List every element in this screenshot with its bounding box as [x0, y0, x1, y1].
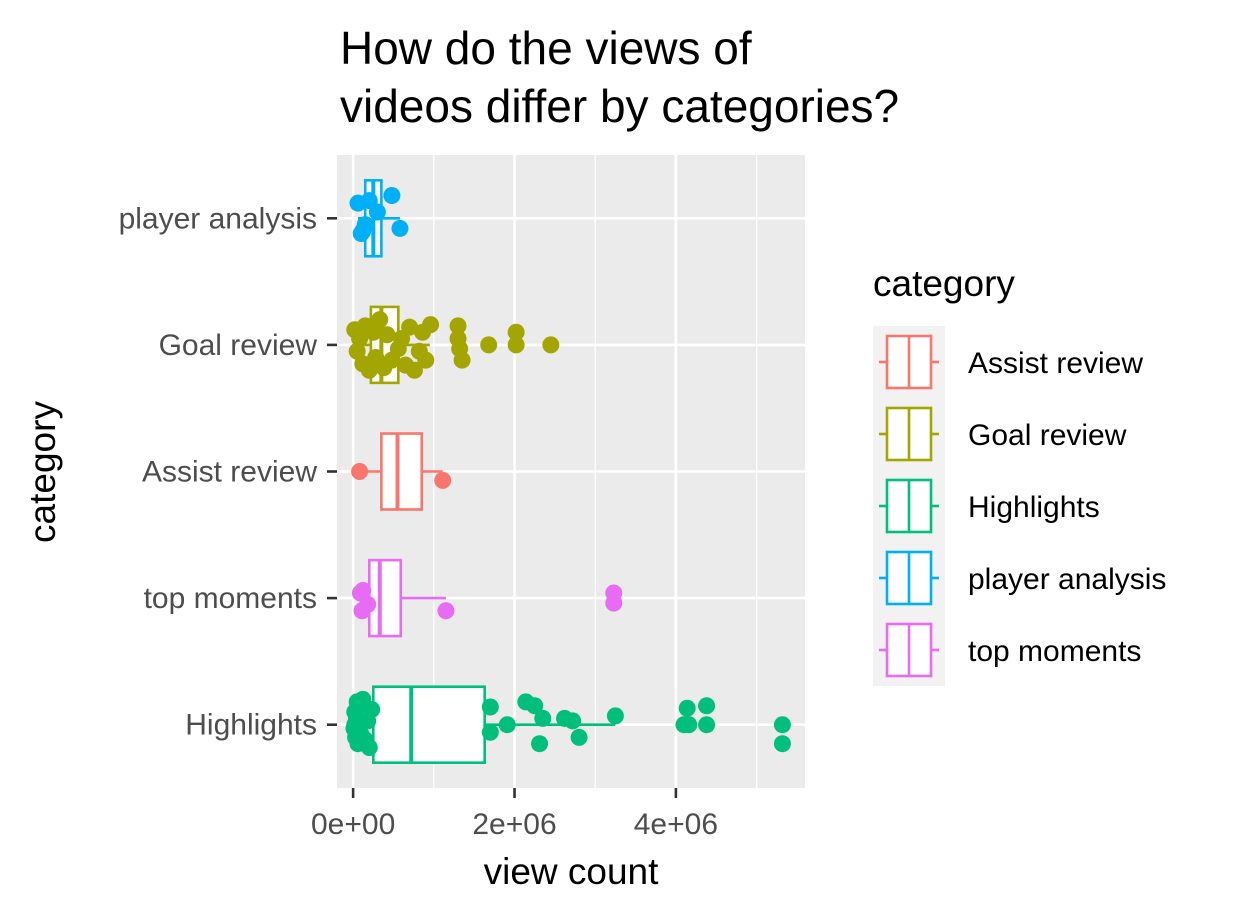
point-goal-review-23 [453, 351, 471, 369]
x-axis-title: view count [484, 851, 660, 892]
legend-key-top-moments [873, 614, 945, 686]
legend-label-goal-review: Goal review [968, 419, 1127, 452]
point-highlights-16 [498, 716, 516, 734]
point-top-moments-6 [605, 584, 623, 602]
box-rect-assist-review [380, 432, 424, 511]
point-highlights-12 [346, 716, 364, 734]
point-highlights-23 [570, 728, 588, 746]
legend-key-goal-review [873, 398, 945, 470]
point-player-analysis-5 [391, 219, 409, 237]
point-goal-review-28 [542, 336, 560, 354]
point-goal-review-10 [378, 326, 396, 344]
y-tick-label-0: player analysis [119, 202, 317, 235]
y-axis-title: category [22, 401, 63, 543]
legend-key-player-analysis [873, 542, 945, 614]
point-highlights-29 [698, 697, 716, 715]
y-axis-ticks: player analysis Goal review Assist review t… [119, 202, 337, 742]
point-goal-review-19 [417, 351, 435, 369]
point-highlights-20 [534, 709, 552, 727]
point-top-moments-4 [437, 602, 455, 620]
point-goal-review-5 [360, 361, 378, 379]
point-highlights-11 [363, 701, 381, 719]
legend-key-assist-review [873, 326, 945, 398]
point-assist-review-0 [351, 463, 369, 480]
box-rect-highlights [372, 685, 486, 764]
point-top-moments-2 [354, 582, 372, 600]
point-player-analysis-6 [360, 192, 378, 210]
box-rect-top-moments [367, 558, 403, 638]
legend-label-highlights: Highlights [968, 491, 1100, 524]
point-highlights-18 [526, 697, 544, 715]
point-highlights-10 [360, 738, 378, 756]
y-tick-label-3: top moments [144, 582, 317, 615]
point-goal-review-25 [480, 336, 498, 354]
point-highlights-22 [564, 712, 582, 730]
jitter-points [345, 187, 791, 756]
point-goal-review-1 [348, 342, 366, 360]
point-highlights-14 [481, 723, 499, 741]
point-goal-review-2 [351, 330, 369, 348]
point-goal-review-26 [507, 323, 525, 341]
x-tick-label-2: 4e+06 [634, 808, 718, 841]
y-tick-label-1: Goal review [159, 329, 318, 362]
legend-label-top-moments: top moments [968, 635, 1141, 668]
point-highlights-24 [606, 707, 624, 725]
point-highlights-27 [678, 699, 696, 717]
chart-title-line-2: videos differ by categories? [340, 80, 899, 132]
x-axis-ticks: 0e+00 2e+06 4e+06 [311, 788, 718, 841]
box-assist-review [359, 432, 443, 511]
chart-title-line-1: How do the views of [340, 22, 752, 74]
point-highlights-30 [773, 735, 791, 753]
legend: category Assist review Goal review Highlig… [873, 263, 1166, 686]
point-assist-review-1 [434, 471, 452, 489]
point-goal-review-8 [371, 311, 389, 329]
point-goal-review-16 [405, 361, 423, 379]
point-player-analysis-7 [354, 222, 372, 240]
point-highlights-28 [698, 716, 716, 734]
legend-key-highlights [873, 470, 945, 542]
legend-label-assist-review: Assist review [968, 347, 1143, 380]
point-highlights-26 [680, 716, 698, 734]
point-player-analysis-4 [383, 187, 401, 205]
point-goal-review-6 [364, 323, 382, 341]
point-highlights-13 [348, 693, 366, 711]
box-top-moments [359, 558, 446, 638]
point-highlights-15 [481, 698, 499, 716]
legend-label-player-analysis: player analysis [968, 563, 1166, 596]
legend-title: category [873, 263, 1015, 304]
point-top-moments-3 [359, 595, 377, 613]
point-highlights-31 [773, 716, 791, 734]
point-goal-review-27 [507, 336, 525, 354]
point-goal-review-20 [422, 316, 440, 334]
x-tick-label-1: 2e+06 [472, 808, 556, 841]
point-goal-review-15 [401, 318, 419, 336]
point-highlights-19 [531, 735, 549, 753]
x-tick-label-0: 0e+00 [311, 808, 395, 841]
y-tick-label-2: Assist review [142, 456, 317, 489]
box-highlights [353, 685, 616, 764]
point-goal-review-24 [449, 317, 467, 335]
y-tick-label-4: Highlights [185, 709, 317, 742]
